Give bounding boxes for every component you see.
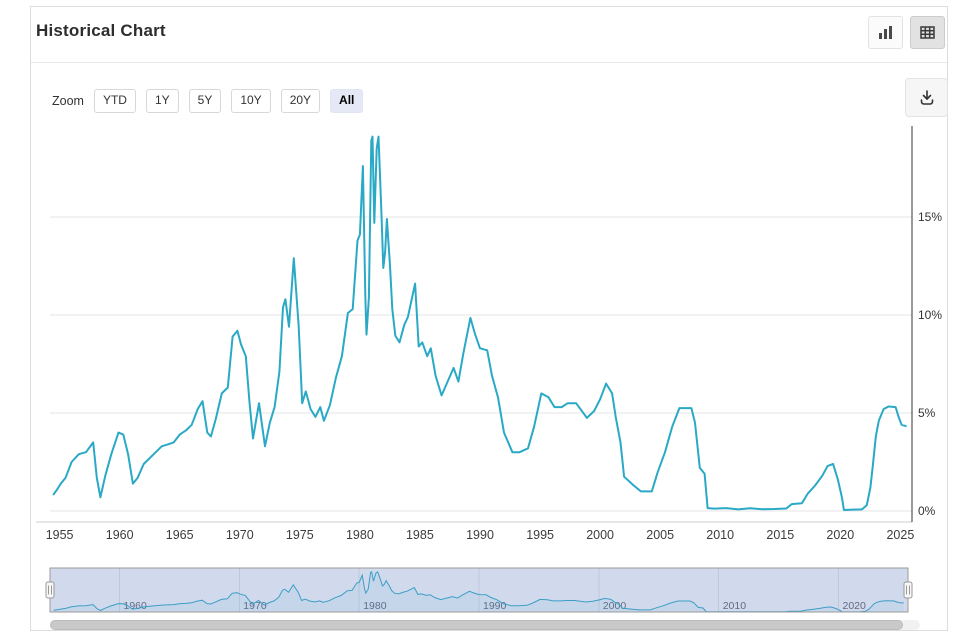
x-tick-label: 1985 — [406, 528, 434, 542]
zoom-button-1y[interactable]: 1Y — [145, 89, 179, 113]
zoom-button-5y[interactable]: 5Y — [188, 89, 222, 113]
x-tick-label: 1955 — [46, 528, 74, 542]
navigator-year-label: 2010 — [723, 600, 747, 612]
x-tick-label: 1965 — [166, 528, 194, 542]
x-tick-label: 2025 — [886, 528, 914, 542]
navigator-year-label: 1990 — [483, 600, 507, 612]
main-chart-svg[interactable]: 0% 5% 10% 15% 1955 1960 1965 1970 1975 1980 1985 19… — [0, 118, 954, 550]
zoom-button-ytd[interactable]: YTD — [93, 89, 136, 113]
scrollbar-track[interactable] — [50, 620, 920, 630]
navigator-svg[interactable]: 1960197019801990200020102020 — [0, 562, 954, 624]
y-tick-label: 5% — [918, 406, 936, 420]
column-chart-icon — [879, 26, 892, 39]
column-chart-view-button[interactable] — [868, 16, 903, 49]
page-title: Historical Chart — [36, 21, 166, 40]
navigator-year-label: 1960 — [124, 600, 148, 612]
x-tick-label: 1990 — [466, 528, 494, 542]
x-tick-label: 1970 — [226, 528, 254, 542]
x-tick-label: 1960 — [106, 528, 134, 542]
table-view-button[interactable] — [910, 16, 945, 49]
x-tick-label: 2005 — [646, 528, 674, 542]
zoom-button-20y[interactable]: 20Y — [280, 89, 321, 113]
view-toggle-group — [868, 16, 945, 49]
navigator-year-label: 1980 — [363, 600, 387, 612]
y-tick-label: 10% — [918, 308, 942, 322]
header-divider — [31, 62, 947, 63]
download-icon — [920, 89, 933, 105]
navigator-year-label: 2000 — [603, 600, 627, 612]
x-tick-label: 2015 — [766, 528, 794, 542]
x-tick-label: 2010 — [706, 528, 734, 542]
rate-series-line — [52, 135, 907, 511]
table-icon — [920, 26, 935, 39]
navigator-year-label: 2020 — [843, 600, 867, 612]
x-tick-label: 2000 — [586, 528, 614, 542]
navigator-right-handle[interactable] — [903, 581, 913, 599]
zoom-button-all[interactable]: All — [330, 89, 364, 113]
download-button[interactable] — [905, 78, 948, 117]
y-tick-label: 0% — [918, 504, 936, 518]
navigator-left-handle[interactable] — [45, 581, 55, 599]
x-tick-label: 1995 — [526, 528, 554, 542]
zoom-button-10y[interactable]: 10Y — [231, 89, 271, 113]
zoom-label: Zoom — [52, 94, 84, 108]
navigator-selected-mask[interactable] — [50, 568, 908, 612]
x-tick-label: 2020 — [826, 528, 854, 542]
x-tick-label: 1975 — [286, 528, 314, 542]
zoom-buttons: YTD 1Y 5Y 10Y 20Y All — [93, 89, 364, 113]
scrollbar-thumb[interactable] — [50, 620, 903, 630]
y-tick-label: 15% — [918, 210, 942, 224]
zoom-toolbar: Zoom YTD 1Y 5Y 10Y 20Y All — [52, 89, 364, 113]
x-tick-label: 1980 — [346, 528, 374, 542]
